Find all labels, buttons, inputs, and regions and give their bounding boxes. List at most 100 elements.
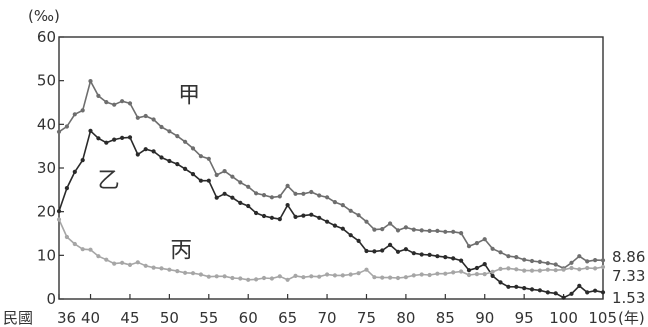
data-point	[64, 186, 69, 191]
data-point	[466, 272, 472, 278]
data-point	[120, 99, 125, 104]
data-point	[514, 255, 519, 260]
data-point	[325, 219, 330, 224]
data-point	[498, 280, 503, 285]
data-point	[482, 272, 487, 277]
data-point	[395, 249, 401, 254]
data-point	[230, 174, 235, 179]
data-point	[577, 283, 582, 288]
data-point	[372, 227, 377, 232]
data-point	[151, 117, 156, 122]
data-point	[380, 248, 385, 253]
data-point	[435, 228, 440, 233]
series-layer	[56, 79, 606, 300]
data-point	[506, 284, 511, 289]
data-point	[490, 269, 495, 274]
data-point	[143, 263, 148, 268]
data-point	[482, 262, 487, 267]
data-point	[80, 158, 85, 163]
data-point	[127, 101, 133, 106]
series-label: 甲	[178, 84, 200, 109]
data-point	[427, 252, 432, 257]
data-point	[600, 290, 606, 295]
data-point	[411, 227, 416, 232]
data-point	[522, 268, 527, 273]
data-point	[459, 231, 464, 236]
data-point	[246, 203, 251, 209]
x-tick-label: 45	[120, 309, 139, 327]
data-point	[72, 241, 77, 247]
data-point	[498, 266, 503, 271]
data-point	[301, 191, 306, 196]
data-point	[561, 295, 566, 300]
data-point	[451, 229, 456, 234]
data-point	[151, 265, 156, 270]
data-point	[388, 221, 393, 226]
y-tick-label: 10	[37, 246, 56, 264]
data-point	[246, 184, 251, 189]
data-point	[451, 256, 456, 261]
data-point	[175, 134, 180, 139]
x-tick-label: 90	[475, 309, 494, 327]
data-point	[585, 259, 590, 264]
data-point	[293, 273, 298, 278]
data-point	[198, 272, 203, 277]
data-point	[403, 275, 408, 280]
data-point	[419, 228, 424, 233]
data-point	[427, 272, 432, 278]
data-point	[466, 268, 472, 273]
data-point	[56, 129, 62, 134]
x-tick-label: 50	[160, 309, 179, 327]
data-point	[72, 112, 77, 117]
data-point	[198, 154, 203, 159]
data-point	[112, 102, 117, 107]
data-point	[474, 265, 479, 271]
data-point	[569, 291, 574, 296]
data-point	[388, 242, 393, 247]
data-point	[285, 203, 290, 208]
data-point	[593, 288, 598, 293]
data-point	[537, 288, 543, 293]
data-point	[340, 273, 345, 278]
x-axis: 36 40 45 50 55 60 65 70 75 80 85 90 95 100 105	[57, 294, 617, 327]
data-point	[451, 270, 456, 275]
data-point	[317, 215, 322, 220]
data-point	[332, 273, 337, 278]
data-point	[104, 140, 109, 145]
end-value-label: 8.86	[612, 248, 645, 266]
series-labels: 甲乙丙	[98, 84, 200, 264]
x-tick-label: 105	[588, 309, 617, 327]
y-tick-label: 20	[37, 203, 56, 221]
data-point	[317, 193, 322, 198]
data-point	[545, 290, 550, 295]
end-value-label: 7.33	[612, 267, 645, 285]
data-point	[459, 269, 464, 274]
data-point	[545, 267, 550, 272]
series-line	[58, 219, 604, 281]
data-point	[261, 213, 267, 219]
data-point	[238, 180, 243, 185]
data-point	[143, 147, 148, 152]
data-point	[419, 272, 424, 277]
series-line	[58, 130, 604, 299]
data-point	[246, 277, 251, 282]
data-point	[56, 217, 62, 222]
plot-frame	[58, 36, 604, 300]
data-point	[380, 275, 385, 280]
data-point	[151, 149, 156, 154]
data-point	[222, 191, 227, 196]
series-label: 乙	[98, 169, 120, 194]
data-point	[230, 275, 235, 281]
data-point	[159, 266, 164, 271]
data-point	[443, 255, 448, 260]
data-point	[198, 178, 203, 183]
data-point	[435, 254, 440, 259]
data-point	[466, 244, 472, 249]
y-tick-label: 50	[37, 72, 56, 90]
data-point	[529, 258, 535, 264]
series-1	[56, 79, 606, 271]
data-point	[380, 227, 385, 232]
data-point	[175, 162, 180, 167]
x-tick-label: 65	[278, 309, 297, 327]
data-point	[190, 271, 196, 276]
